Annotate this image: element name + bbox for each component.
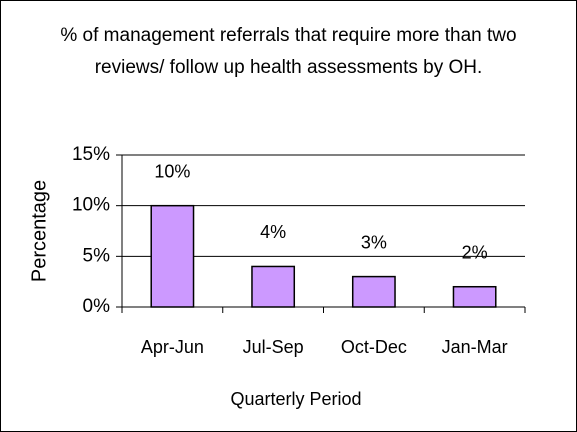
x-tick-label: Jan-Mar <box>442 337 508 357</box>
y-tick-label: 15% <box>72 144 110 165</box>
chart-title: % of management referrals that require m… <box>60 25 517 78</box>
data-label: 10% <box>154 161 190 181</box>
x-axis-label: Quarterly Period <box>230 389 361 409</box>
data-label: 3% <box>361 232 387 252</box>
bar <box>150 204 195 308</box>
y-tick-label: 5% <box>83 245 111 266</box>
bar <box>452 285 497 308</box>
x-tick-label: Jul-Sep <box>243 337 304 357</box>
x-tick-label: Apr-Jun <box>141 337 204 357</box>
bar <box>351 275 396 308</box>
data-label: 4% <box>260 222 286 242</box>
y-axis-label: Percentage <box>28 180 50 282</box>
y-tick-label: 0% <box>83 296 111 317</box>
x-tick-label: Oct-Dec <box>341 337 407 357</box>
bar <box>251 265 296 308</box>
y-tick-label: 10% <box>72 195 110 216</box>
data-label: 2% <box>462 242 488 262</box>
